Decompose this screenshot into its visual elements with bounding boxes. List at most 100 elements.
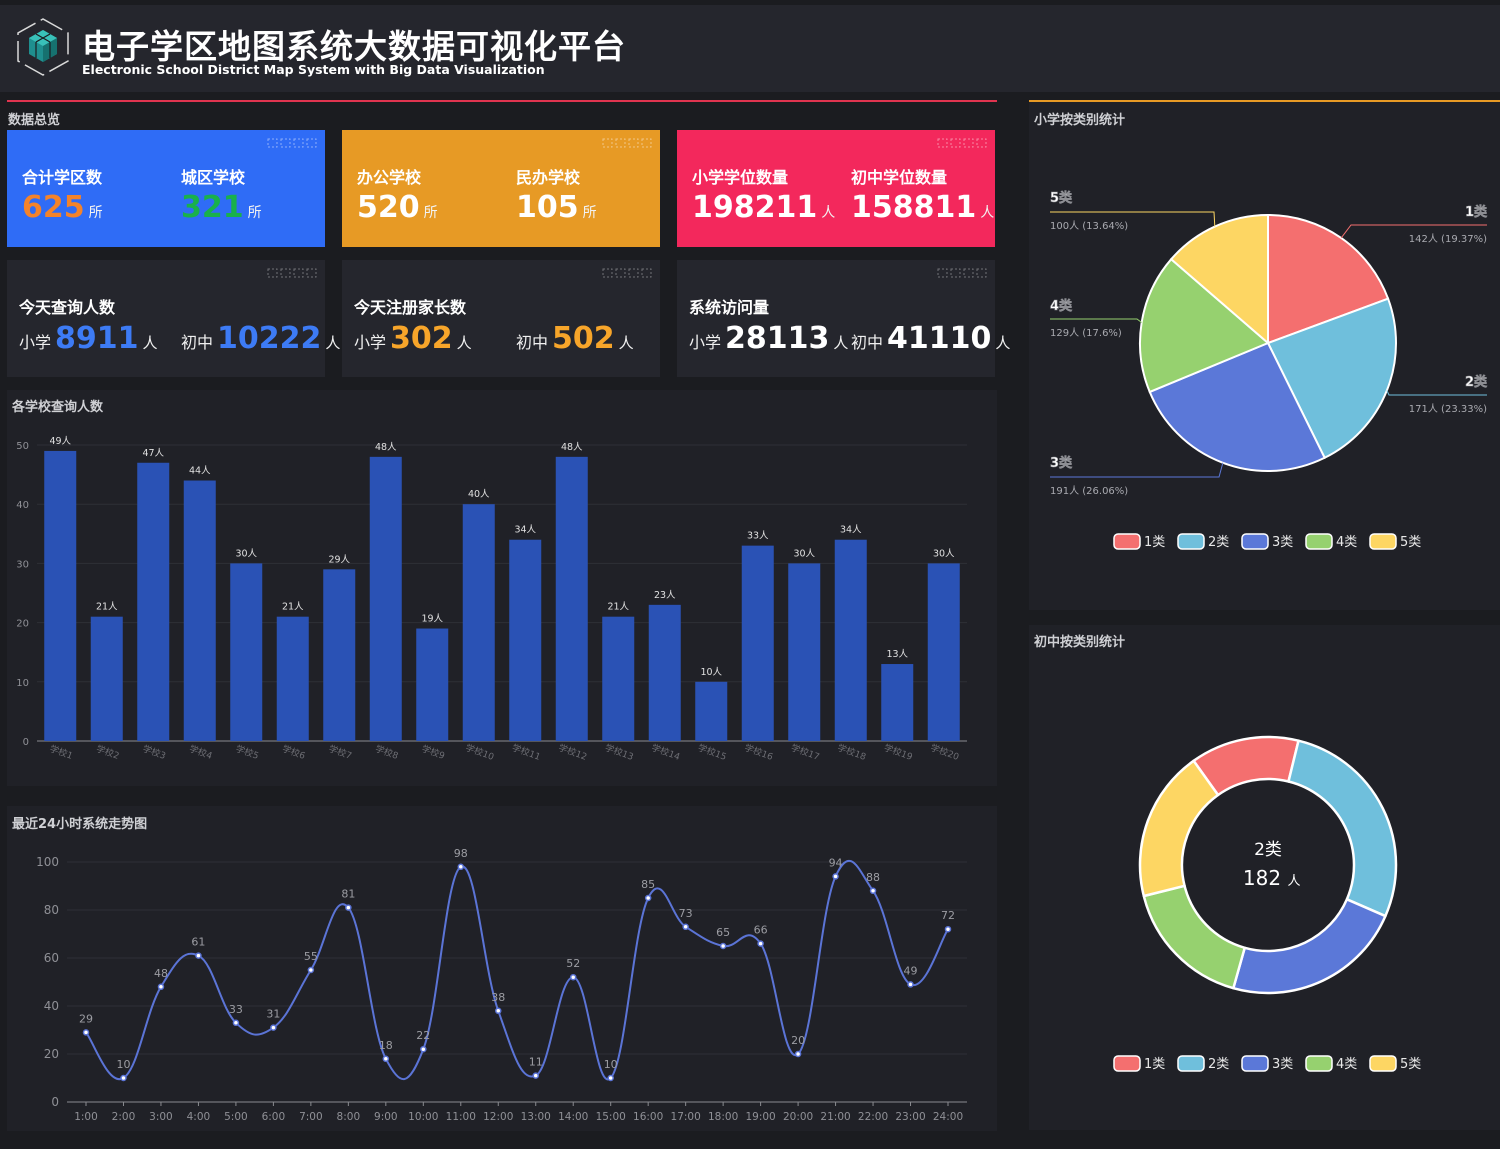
bar (183, 480, 216, 741)
corner-dots-icon (267, 268, 317, 278)
point-value-label: 18 (379, 1039, 393, 1052)
x-tick-label: 4:00 (187, 1111, 211, 1123)
stat-unit: 所 (247, 205, 262, 221)
bar-value-label: 49人 (49, 436, 71, 447)
bar (881, 664, 914, 741)
stat-value: 105 所 (516, 190, 597, 225)
bar-value-label: 34人 (840, 525, 862, 536)
trend-24h-line-chart: 0 20 40 60 80 100 29 1:00 10 2:00 48 3:00 61 4:00 33 5:… (36, 847, 967, 1123)
stat-value: 625 所 (22, 190, 103, 225)
overview-accent-line (7, 100, 997, 102)
x-tick-label: 9:00 (374, 1111, 398, 1123)
stat-number: 8911 (55, 321, 139, 356)
x-tick-label: 学校12 (557, 742, 589, 763)
data-point (382, 1055, 390, 1063)
data-point (869, 887, 877, 895)
legend-label: 1类 (1144, 1057, 1165, 1072)
stat-sub-value: 初中 10222 人 (181, 321, 340, 356)
x-tick-label: 学校6 (281, 742, 308, 761)
legend-swatch (1177, 533, 1205, 550)
stat-unit: 所 (582, 205, 597, 221)
donut-slice (1138, 759, 1220, 898)
bar-value-label: 19人 (421, 614, 443, 625)
bar-value-label: 44人 (189, 466, 211, 477)
legend-swatch (1113, 1055, 1141, 1072)
stat-number: 41110 (887, 321, 992, 356)
point-value-label: 48 (154, 967, 168, 980)
donut-slice (1232, 898, 1387, 995)
data-point (157, 983, 165, 991)
corner-dots-icon (937, 268, 987, 278)
x-tick-label: 学校20 (929, 742, 961, 763)
x-tick-label: 学校3 (141, 742, 167, 761)
bar-value-label: 30人 (933, 548, 955, 559)
x-tick-label: 学校17 (789, 742, 821, 763)
x-tick-label: 20:00 (783, 1111, 813, 1123)
stat-value: 198211 人 (692, 190, 836, 225)
bar (462, 504, 495, 741)
bar (369, 456, 402, 741)
y-tick-label: 30 (16, 559, 29, 570)
x-tick-label: 17:00 (671, 1111, 701, 1123)
data-point (644, 894, 652, 902)
legend-swatch (1241, 533, 1269, 550)
x-tick-label: 7:00 (299, 1111, 323, 1123)
page-subtitle: Electronic School District Map System wi… (82, 62, 545, 77)
stat-sub-value: 初中 502 人 (516, 321, 634, 356)
bar-chart-title: 各学校查询人数 (12, 400, 104, 415)
x-tick-label: 学校11 (510, 742, 542, 763)
x-tick-label: 学校14 (650, 742, 682, 763)
bar (555, 456, 588, 741)
point-value-label: 98 (454, 847, 468, 860)
bar (90, 616, 123, 741)
overview-card-bottom-1: 今天查询人数 小学 8911 人 初中 10222 人 (7, 260, 340, 377)
stat-prefix: 初中 (851, 333, 884, 352)
stat-prefix: 小学 (19, 333, 52, 352)
y-tick-label: 20 (44, 1047, 59, 1061)
bar-value-label: 21人 (282, 602, 304, 613)
bar-value-label: 13人 (886, 649, 908, 660)
point-value-label: 88 (866, 871, 880, 884)
bar-value-label: 21人 (607, 602, 629, 613)
stat-label: 今天注册家长数 (354, 298, 467, 317)
point-value-label: 22 (416, 1029, 430, 1042)
series-line (85, 860, 949, 1081)
stat-label: 合计学区数 (22, 168, 103, 187)
stat-unit: 人 (142, 334, 158, 352)
y-tick-label: 0 (51, 1095, 59, 1109)
data-point (719, 942, 727, 950)
data-point (682, 923, 689, 931)
x-tick-label: 16:00 (633, 1111, 663, 1123)
middle-donut-title: 初中按类别统计 (1034, 635, 1126, 650)
bar-value-label: 40人 (468, 489, 490, 500)
stat-label: 系统访问量 (689, 298, 770, 317)
pie-slice-name: 3类 (1050, 455, 1073, 471)
data-point (757, 940, 764, 947)
primary-category-pie-chart: 1类 142人 (19.37%) 2类 171人 (23.33%) 3类 191人 (26… (1050, 190, 1489, 550)
stat-value: 321 所 (181, 190, 262, 225)
x-tick-label: 6:00 (262, 1111, 286, 1123)
y-tick-label: 100 (36, 855, 59, 869)
bar-value-label: 34人 (514, 525, 536, 536)
pie-slice (1267, 213, 1390, 345)
legend-label: 4类 (1336, 1057, 1357, 1072)
overview-title: 数据总览 (8, 113, 61, 128)
legend-label: 3类 (1272, 535, 1293, 550)
stat-value: 158811 人 (851, 190, 995, 225)
stat-unit: 人 (618, 334, 634, 352)
x-tick-label: 学校18 (836, 742, 868, 763)
y-tick-label: 60 (44, 951, 59, 965)
x-tick-label: 21:00 (820, 1111, 850, 1123)
stat-sub-value: 小学 302 人 (354, 321, 472, 356)
x-tick-label: 2:00 (112, 1111, 136, 1123)
pie-leader-line (1340, 224, 1487, 239)
stat-label: 今天查询人数 (19, 298, 116, 317)
pie-slice-value: 171人 (23.33%) (1409, 403, 1487, 415)
data-point (569, 973, 577, 981)
x-tick-label: 10:00 (408, 1111, 438, 1123)
legend-swatch (1369, 1055, 1397, 1072)
x-tick-label: 学校7 (327, 742, 353, 761)
point-value-label: 31 (266, 1008, 280, 1021)
point-value-label: 10 (604, 1058, 618, 1071)
bar-value-label: 48人 (375, 442, 397, 453)
